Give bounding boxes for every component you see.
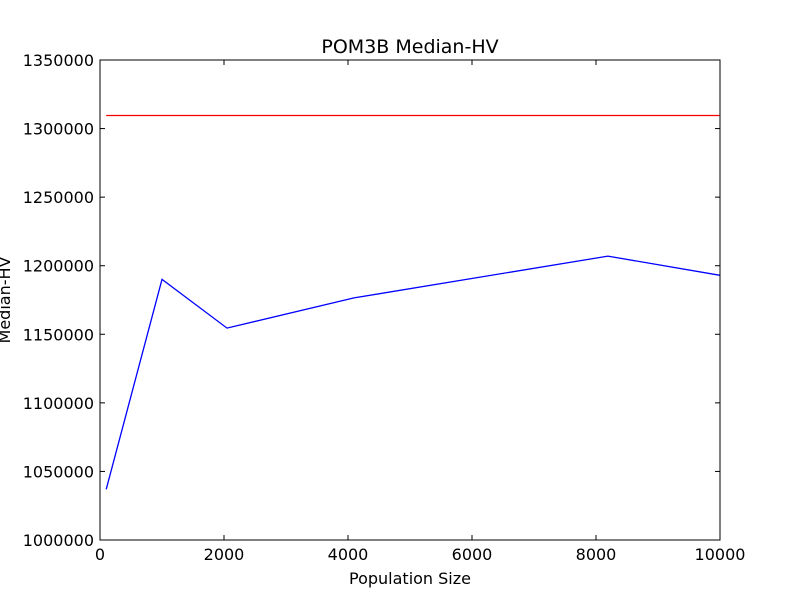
x-tick-label-1: 2000 [204, 545, 245, 564]
x-tick-label-4: 8000 [576, 545, 617, 564]
x-tick-label-2: 4000 [328, 545, 369, 564]
chart-title: POM3B Median-HV [321, 36, 498, 58]
y-tick-label-3: 1150000 [23, 325, 94, 344]
y-tick-label-2: 1100000 [23, 394, 94, 413]
x-axis-label: Population Size [349, 569, 471, 588]
plot-frame [99, 59, 721, 541]
y-tick-label-6: 1300000 [23, 120, 94, 139]
y-tick-label-1: 1050000 [23, 462, 94, 481]
plot-area: 0 2000 4000 6000 8000 10000 1000000 1050000 1100… [23, 51, 746, 564]
y-tick-label-0: 1000000 [23, 531, 94, 550]
y-tick-label-7: 1350000 [23, 51, 94, 70]
y-tick-label-5: 1250000 [23, 188, 94, 207]
x-tick-label-3: 6000 [452, 545, 493, 564]
x-tick-label-5: 10000 [695, 545, 746, 564]
y-axis-label: Median-HV [0, 256, 14, 343]
series-line-0 [105, 255, 721, 490]
y-tick-label-4: 1200000 [23, 257, 94, 276]
x-tick-label-0: 0 [95, 545, 105, 564]
